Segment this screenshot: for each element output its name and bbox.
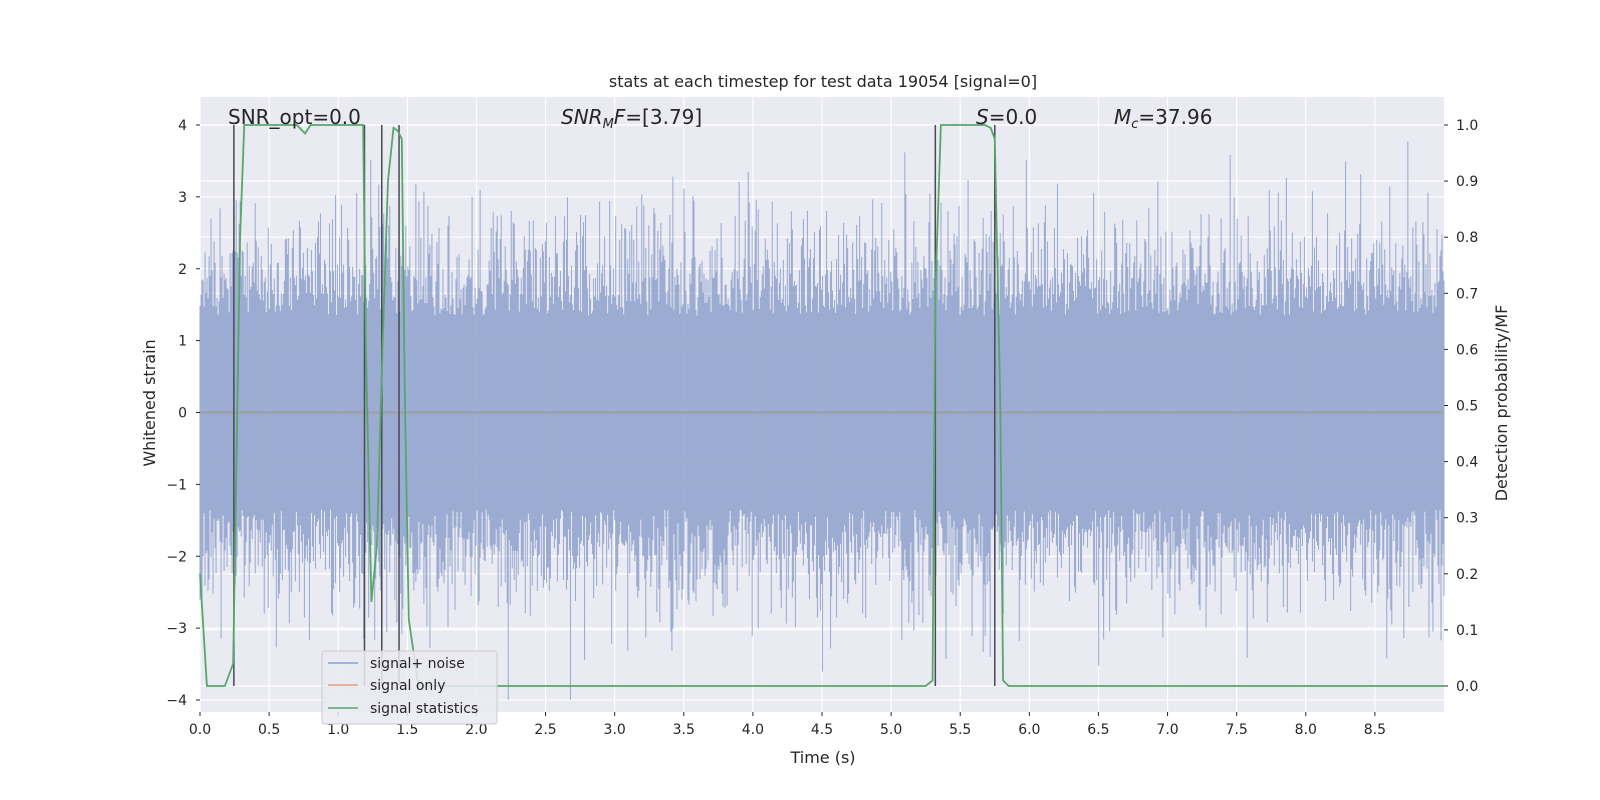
legend-label-signal-only: signal only — [370, 678, 445, 694]
x-tick-label: 8.0 — [1295, 722, 1317, 738]
chart-title: stats at each timestep for test data 190… — [609, 72, 1037, 91]
legend: signal+ noise signal only signal statist… — [321, 650, 498, 725]
x-tick-label: 2.5 — [534, 722, 556, 738]
x-tick-label: 6.5 — [1087, 722, 1109, 738]
x-tick-label: 0.5 — [258, 722, 280, 738]
annotation-mc-value: =37.96 — [1138, 105, 1212, 129]
x-tick-label: 5.5 — [949, 722, 971, 738]
y-tick-label: −4 — [166, 693, 187, 709]
y-tick-label: 2 — [178, 262, 187, 278]
annotation-s-stat-value: =0.0 — [989, 105, 1038, 129]
y-tick-label: 1 — [178, 334, 187, 350]
annotation-snr-mf-value: =[3.79] — [625, 105, 702, 129]
y-tick-labels: 4 3 2 1 0 −1 −2 −3 −4 — [166, 118, 200, 709]
x-tick-label: 1.5 — [396, 722, 418, 738]
y2-tick-labels: 1.0 0.9 0.8 0.7 0.6 0.5 0.4 0.3 0.2 0.1 0.0 — [1444, 118, 1478, 695]
annotation-snr-opt: SNR_opt=0.0 — [228, 105, 361, 129]
y2-tick-label: 0.8 — [1456, 230, 1478, 246]
x-tick-label: 8.5 — [1364, 722, 1386, 738]
x-tick-labels: 0.0 0.5 1.0 1.5 2.0 2.5 3.0 3.5 4.0 4.5 5.0 5.5 6.0 6… — [189, 712, 1386, 738]
x-tick-label: 0.0 — [189, 722, 211, 738]
y2-tick-label: 1.0 — [1456, 118, 1478, 134]
y-tick-label: 4 — [178, 118, 187, 134]
series-signal-noise — [199, 141, 1445, 700]
annotation-mc: Mc=37.96 — [1114, 105, 1212, 132]
y2-tick-label: 0.9 — [1456, 174, 1478, 190]
legend-label-signal-statistics: signal statistics — [370, 701, 478, 717]
x-tick-label: 6.0 — [1018, 722, 1040, 738]
y2-tick-label: 0.4 — [1456, 455, 1478, 471]
y2-tick-label: 0.1 — [1456, 623, 1478, 639]
x-tick-label: 4.5 — [811, 722, 833, 738]
y-tick-label: −2 — [166, 549, 187, 565]
annotation-snr-mf: SNRMF=[3.79] — [561, 105, 702, 132]
y2-tick-label: 0.3 — [1456, 511, 1478, 527]
y2-tick-label: 0.0 — [1456, 679, 1478, 695]
y2-tick-label: 0.7 — [1456, 286, 1478, 302]
y-tick-label: −1 — [166, 477, 187, 493]
x-tick-label: 7.0 — [1156, 722, 1178, 738]
x-tick-label: 7.5 — [1226, 722, 1248, 738]
x-tick-label: 3.5 — [673, 722, 695, 738]
legend-label-signal-noise: signal+ noise — [370, 656, 465, 672]
y2-tick-label: 0.6 — [1456, 342, 1478, 358]
x-tick-label: 4.0 — [742, 722, 764, 738]
y-axis-label: Whitened strain — [140, 339, 159, 466]
y2-tick-label: 0.5 — [1456, 399, 1478, 415]
noise-trace — [199, 141, 1445, 700]
x-tick-label: 2.0 — [465, 722, 487, 738]
y2-tick-label: 0.2 — [1456, 567, 1478, 583]
series-signal-statistics — [199, 124, 1444, 687]
y-tick-label: 0 — [178, 406, 187, 422]
annotation-s-stat: S=0.0 — [976, 105, 1037, 129]
y-tick-label: 3 — [178, 190, 187, 206]
legend-box — [321, 650, 498, 725]
y-tick-label: −3 — [166, 621, 187, 637]
y2-axis-label: Detection probability/MF — [1492, 305, 1511, 502]
x-tick-label: 5.0 — [880, 722, 902, 738]
x-tick-label: 1.0 — [327, 722, 349, 738]
x-tick-label: 3.0 — [604, 722, 626, 738]
x-axis-label: Time (s) — [789, 748, 855, 767]
